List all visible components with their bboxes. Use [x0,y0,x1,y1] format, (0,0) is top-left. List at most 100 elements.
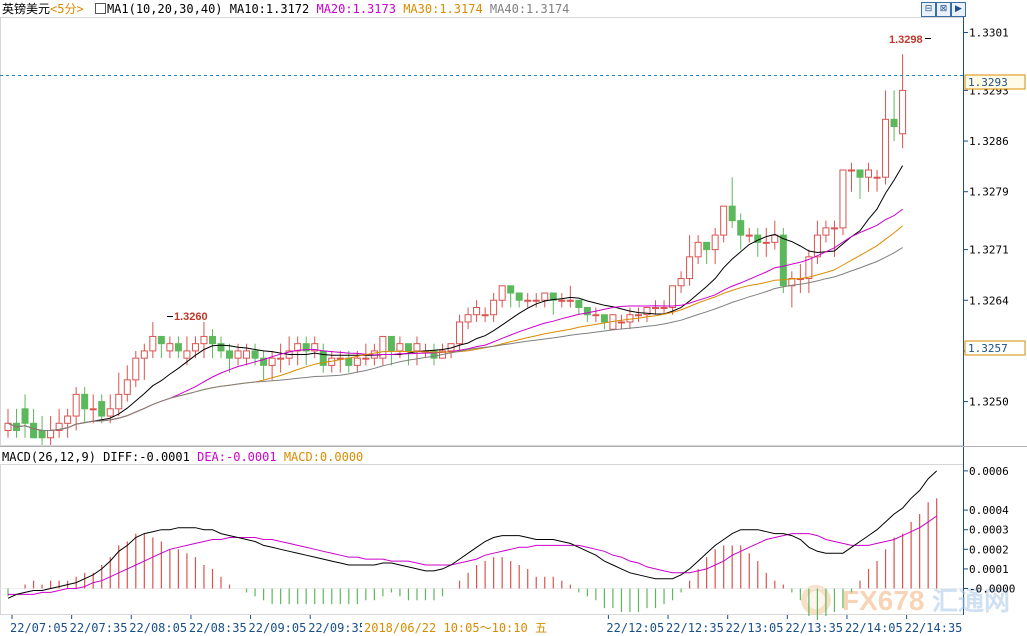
candle-up [830,227,838,230]
candle-up [268,357,276,366]
candle-up [592,314,600,317]
candle-down [728,205,736,222]
ma10-value: MA10:1.3172 [229,2,310,16]
dea-line [8,515,937,595]
candle-up [115,393,123,410]
price-tick-label: 1.3271 [969,244,1009,257]
candle-up [132,357,140,381]
ma20-value: MA20:1.3173 [316,2,396,16]
candle-down [890,118,898,128]
candle-down [507,285,515,294]
candle-up [379,335,387,359]
candle-up [762,241,770,244]
candle-down [217,343,225,352]
time-tick-label: 22/07:05 [10,621,68,635]
last-price-text: 1.3293 [968,76,1008,89]
candle-up [234,350,242,359]
price-tick-label: 1.3286 [969,135,1009,148]
time-tick-label: 22/12:05 [606,621,664,635]
candle-up [464,314,472,323]
price-panel [4,54,907,445]
axes: 1.3301 1.3293 1.3286 1.3279 1.3271 1.3264 1.32… [10,26,1015,635]
candle-up [541,292,549,301]
watermark-cn: 汇通网 [932,587,1010,617]
date-overlay: 2018/06/22 10:05～10:10 五 [364,621,547,635]
candle-up [532,299,540,302]
macd-header: MACD(26,12,9) DIFF:-0.0001 DEA:-0.0001 M… [2,449,363,465]
date-overlay-bg [362,619,548,635]
chart-header: 英镑美元<5分> MA1(10,20,30,40) MA10:1.3172 MA… [2,1,569,17]
time-tick-label: 22/07:35 [70,621,128,635]
price-tick-label: 1.3264 [969,294,1009,307]
macd-tick-label: 0.0006 [969,465,1009,478]
macd-caption[interactable]: MACD(26,12,9) [2,450,96,464]
time-tick-label: 22/14:35 [905,621,963,635]
candle-down [38,430,46,439]
candle-down [30,422,38,439]
candle-up [191,343,199,352]
price-tick-label: 1.3250 [969,396,1009,409]
macd-tick-label: 0.0003 [969,524,1009,537]
time-tick-label: 22/08:35 [189,621,247,635]
candle-down [157,335,165,345]
candle-up [4,422,12,432]
candle-up [294,343,302,352]
candle-up [813,234,821,258]
ma30-line [7,225,903,431]
candle-up [243,350,251,359]
candle-up [558,299,566,302]
candle-down [583,306,591,316]
candle-up [822,227,830,236]
candle-up [277,357,285,360]
watermark-brand: FX678 [842,585,925,616]
candle-up [882,118,890,178]
candle-up [106,408,114,417]
candle-up [745,234,753,237]
candle-down [81,393,89,410]
candle-down [260,357,268,366]
ma30-value: MA30:1.3174 [403,2,483,16]
candle-up [353,357,361,366]
panel-toggle-button[interactable]: ⊟ [921,2,936,17]
candle-down [430,350,438,359]
ma10-line [7,165,904,431]
candle-down [98,401,106,417]
time-tick-label: 22/14:05 [845,621,903,635]
panel-close-button[interactable]: ⊠ [936,2,951,17]
panel-expand-button[interactable]: ▶ [951,2,966,17]
candle-up [634,314,642,317]
candle-up [473,306,481,316]
candle-down [251,350,259,359]
time-tick-label: 22/08:05 [129,621,187,635]
candle-up [140,350,148,359]
candle-down [515,292,523,301]
time-tick-label: 22/13:35 [785,621,843,635]
marker-price-box [964,340,1026,356]
candle-up [660,306,668,309]
candle-up [481,314,489,317]
candle-down [208,335,216,345]
candle-down [174,343,182,352]
candle-up [669,285,677,308]
ma40-line [7,247,903,431]
candle-up [456,321,464,345]
low-price-label: 1.3260 [174,311,208,323]
candle-up [55,422,63,432]
candle-up [617,321,625,324]
candle-up [873,176,881,179]
marker-price-text: 1.3257 [968,342,1008,355]
ma40-value: MA40:1.3174 [489,2,570,16]
candle-down [404,343,412,352]
candle-down [387,335,395,352]
candle-up [694,241,702,258]
candle-up [166,343,174,352]
candle-up [805,256,813,280]
candle-down [600,314,608,323]
candle-up [626,314,634,323]
diff-line [7,470,938,599]
period-label[interactable]: <5分> [50,2,84,16]
ma-caption[interactable]: MA1(10,20,30,40) [106,2,223,16]
high-price-label: 1.3298 [889,34,923,46]
time-tick-label: 22/12:35 [666,621,724,635]
candle-up [200,335,208,345]
